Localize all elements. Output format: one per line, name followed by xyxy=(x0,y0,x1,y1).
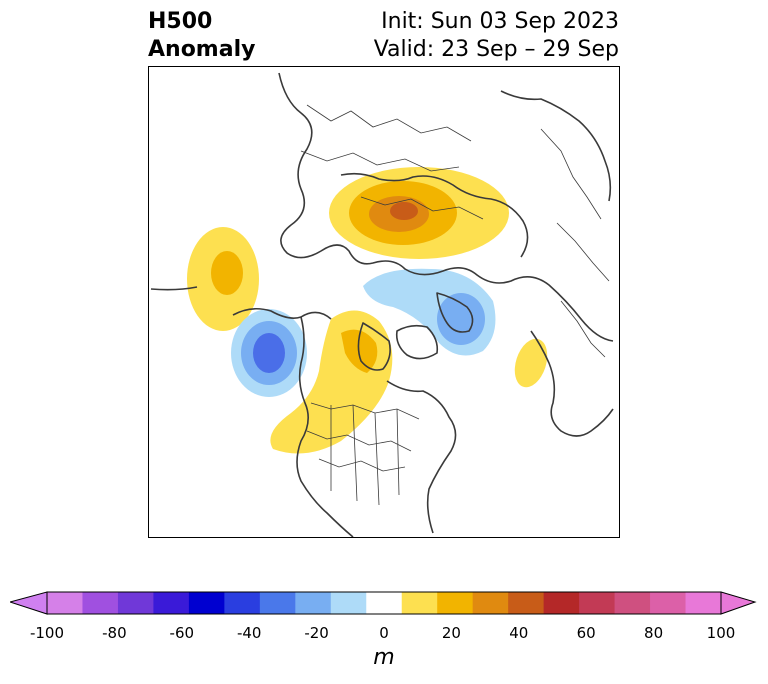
title-line-2: Anomaly xyxy=(148,37,256,62)
colorbar-segment xyxy=(259,592,296,614)
colorbar-segment xyxy=(366,592,403,614)
colorbar-tick-label: 40 xyxy=(509,624,529,642)
colorbar-segment xyxy=(614,592,651,614)
colorbar-segment xyxy=(188,592,225,614)
colorbar-segment xyxy=(82,592,119,614)
colorbar-segment xyxy=(330,592,367,614)
colorbar-segment xyxy=(153,592,190,614)
valid-range: Valid: 23 Sep – 29 Sep xyxy=(373,37,619,62)
positive-anomaly-europe xyxy=(514,338,548,388)
colorbar-segment xyxy=(472,592,509,614)
anomaly-map xyxy=(148,66,620,538)
colorbar-segment xyxy=(650,592,687,614)
colorbar-unit: m xyxy=(373,645,395,670)
colorbar-tick-label: -80 xyxy=(102,624,127,642)
colorbar-tick-label: 0 xyxy=(379,624,389,642)
colorbar-segment xyxy=(543,592,580,614)
map-title: H500 Anomaly xyxy=(148,8,255,64)
positive-anomaly-pacific-20 xyxy=(211,251,243,295)
colorbar-tick-label: 20 xyxy=(441,624,461,642)
colorbar-segment xyxy=(508,592,545,614)
colorbar-high-extension xyxy=(720,591,757,615)
forecast-dates: Init: Sun 03 Sep 2023 Valid: 23 Sep – 29… xyxy=(374,8,619,64)
title-line-1: H500 xyxy=(148,9,213,34)
colorbar-tick-label: -40 xyxy=(236,624,262,642)
colorbar-tick-label: 80 xyxy=(644,624,664,642)
colorbar-outline xyxy=(46,591,722,615)
negative-anomaly-alaska-40 xyxy=(253,333,285,373)
colorbar-low-extension xyxy=(10,591,48,615)
colorbar-segment xyxy=(224,592,261,614)
colorbar-tick-label: 60 xyxy=(576,624,596,642)
colorbar-segment xyxy=(117,592,154,614)
colorbar-tick-label: -60 xyxy=(169,624,195,642)
coastlines xyxy=(150,72,614,537)
colorbar xyxy=(10,591,757,615)
colorbar-tick-label: 100 xyxy=(706,624,736,642)
colorbar-tick-label: -20 xyxy=(304,624,329,642)
init-date: Init: Sun 03 Sep 2023 xyxy=(381,9,619,34)
colorbar-segment xyxy=(47,592,83,614)
colorbar-segment xyxy=(685,592,722,614)
negative-anomaly-arctic-20 xyxy=(437,293,485,345)
anomaly-fill xyxy=(187,167,548,454)
colorbar-segment xyxy=(437,592,474,614)
political-borders xyxy=(300,104,610,506)
map-canvas xyxy=(150,72,614,537)
positive-anomaly-siberia-60 xyxy=(390,202,418,220)
colorbar-segment xyxy=(295,592,332,614)
colorbar-segment xyxy=(401,592,438,614)
colorbar-segment xyxy=(579,592,616,614)
colorbar-tick-label: -100 xyxy=(29,624,65,642)
